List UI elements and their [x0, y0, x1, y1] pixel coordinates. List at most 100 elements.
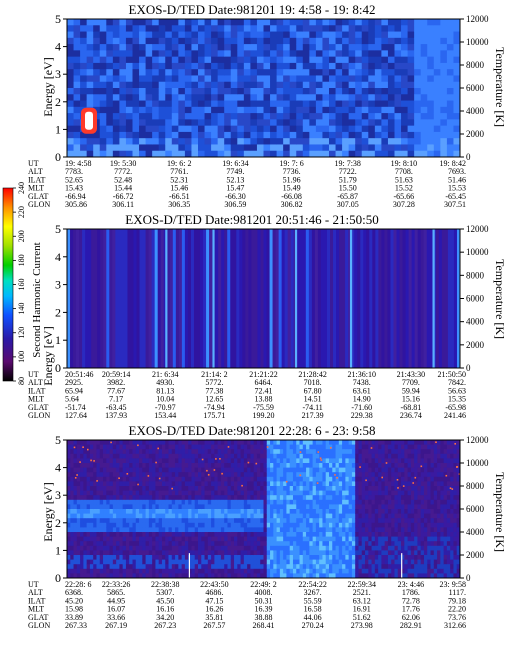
heatmap-cell [204, 541, 209, 547]
heatmap-cell [135, 467, 140, 473]
heatmap-cell [224, 522, 228, 528]
heatmap-cell [322, 545, 327, 551]
heatmap-cell [152, 81, 160, 89]
heatmap-cell [322, 88, 330, 95]
heatmap-cell [217, 495, 222, 501]
heatmap-cell [112, 555, 117, 560]
heatmap-cell [188, 504, 192, 510]
heatmap-cell [384, 573, 389, 579]
heatmap-cell [234, 495, 238, 501]
heatmap-cell [109, 532, 114, 537]
heatmap-cell [433, 81, 441, 89]
heatmap-cell [204, 522, 209, 528]
heatmap-cell [214, 550, 219, 556]
heatmap-cell [211, 440, 215, 445]
ephemeris-cell: 7736. [283, 167, 301, 176]
heatmap-cell [319, 463, 323, 468]
heatmap-cell [201, 555, 205, 560]
heatmap-cell [119, 463, 124, 468]
heatmap-cell [207, 440, 212, 445]
heatmap-cell [309, 509, 314, 514]
heatmap-cell [276, 545, 281, 551]
heatmap-cell [165, 19, 173, 26]
ephemeris-cell: -66.30 [225, 192, 246, 201]
heatmap-cell [135, 550, 140, 556]
heatmap-cell [371, 476, 376, 482]
heatmap-cell [270, 100, 277, 108]
heatmap-cell [106, 499, 110, 505]
heatmap-cell [171, 125, 179, 133]
heatmap-cell [273, 532, 277, 537]
heatmap-cell [286, 564, 291, 570]
heatmap-cell [427, 88, 435, 95]
heatmap-cell [365, 467, 369, 473]
heatmap-cell [381, 481, 386, 487]
heatmap-cell [135, 463, 140, 468]
heatmap-cell [67, 518, 71, 524]
heatmap-cell [279, 490, 284, 496]
heatmap-cell [407, 518, 412, 524]
ephemeris-cell: 67.80 [304, 386, 322, 395]
heatmap-cell [125, 573, 130, 579]
heatmap-cell [158, 541, 163, 547]
heatmap-cell [119, 44, 127, 51]
heatmap-cell [276, 518, 281, 524]
heatmap-cell [240, 504, 245, 510]
heatmap-cell [374, 536, 379, 542]
ephemeris-cell: -66.94 [65, 192, 86, 201]
heatmap-stripe [79, 229, 83, 368]
heatmap-cell [266, 440, 271, 445]
heatmap-cell [132, 541, 137, 547]
heatmap-cell [67, 125, 74, 133]
heatmap-cell [401, 94, 408, 101]
heatmap-cell [207, 532, 212, 537]
heatmap-stripe [342, 229, 346, 368]
heatmap-cell [224, 75, 232, 83]
heatmap-cell [80, 559, 84, 565]
heatmap-cell [217, 513, 222, 519]
heatmap-cell [292, 458, 297, 464]
heatmap-cell [315, 37, 323, 45]
heatmap-cell [165, 125, 173, 133]
heatmap-cell [420, 19, 428, 26]
heatmap-cell [256, 550, 261, 556]
heatmap-cell [355, 564, 359, 570]
heatmap-cell [109, 463, 114, 468]
heatmap-cell [220, 463, 225, 468]
heatmap-cell [96, 573, 101, 579]
heatmap-cell [410, 476, 415, 482]
heatmap-cell [266, 476, 271, 482]
heatmap-cell [270, 50, 277, 58]
heatmap-cell [371, 463, 376, 468]
heatmap-cell [227, 467, 232, 473]
heatmap-cell [332, 486, 336, 491]
heatmap-cell [286, 495, 291, 501]
heatmap-cell [371, 495, 376, 501]
heatmap-cell [423, 476, 428, 482]
heatmap-cell [263, 568, 268, 574]
heatmap-cell [286, 467, 291, 473]
heatmap-cell [80, 56, 88, 64]
heatmap-cell [214, 532, 219, 537]
ephemeris-cell: 51.79 [339, 175, 357, 184]
heatmap-cell [194, 573, 199, 579]
heatmap-cell [283, 476, 287, 482]
heatmap-cell [83, 536, 88, 542]
heatmap-cell [168, 513, 173, 519]
heatmap-cell [96, 453, 101, 459]
heatmap-cell [237, 125, 245, 133]
heatmap-cell [191, 106, 199, 114]
heatmap-cell [384, 504, 389, 510]
heatmap-cell [96, 568, 101, 574]
heatmap-cell [214, 536, 219, 542]
heatmap-cell [401, 458, 405, 464]
heatmap-cell [309, 545, 314, 551]
heatmap-cell [145, 81, 153, 89]
heatmap-cell [368, 131, 376, 139]
heatmap-cell [322, 50, 330, 58]
heatmap-cell [158, 150, 166, 158]
heatmap-cell [374, 490, 379, 496]
heatmap-cell [351, 536, 356, 542]
heatmap-cell [417, 513, 422, 519]
heatmap-cell [315, 476, 320, 482]
